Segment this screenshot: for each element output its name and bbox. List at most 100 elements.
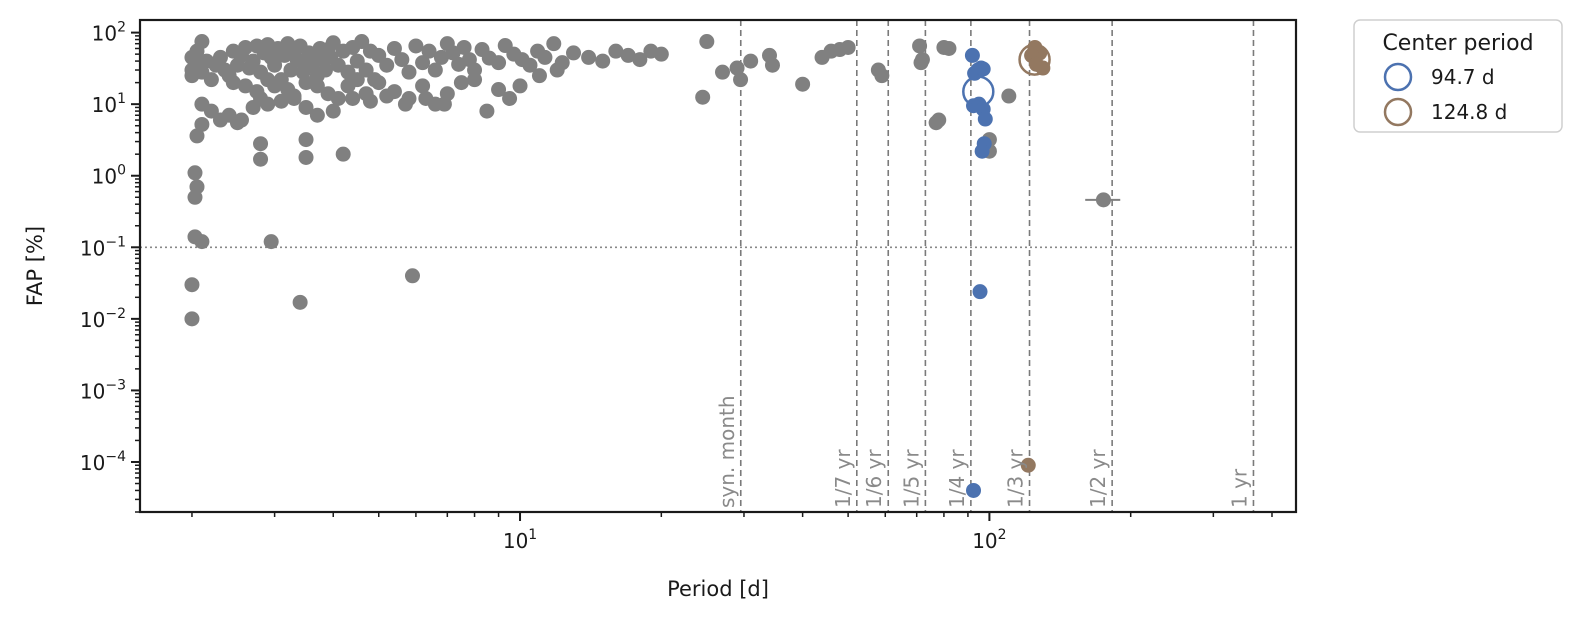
point-124.8-d-4 <box>1035 60 1051 76</box>
point-other-62 <box>427 62 443 78</box>
x-tick-label-0: 101 <box>503 527 537 553</box>
y-tick-label-5-base: 10 <box>80 379 105 403</box>
x-tick-label-1-base: 10 <box>972 529 997 553</box>
point-other-24 <box>267 57 283 73</box>
y-tick-label-5: 10−3 <box>80 377 126 403</box>
point-other-134 <box>436 96 452 112</box>
point-94.7-d-4 <box>975 61 991 77</box>
y-tick-label-1: 101 <box>92 91 126 117</box>
point-other-97 <box>298 75 314 91</box>
y-tick-label-3-base: 10 <box>80 236 105 260</box>
point-other-104 <box>371 75 387 91</box>
point-other-129 <box>345 90 361 106</box>
point-other-142 <box>298 149 314 165</box>
point-other-8 <box>203 72 219 88</box>
point-124.8-d-5 <box>1020 457 1036 473</box>
legend: Center period 94.7 d 124.8 d <box>1353 19 1563 133</box>
point-other-127 <box>309 107 325 123</box>
y-tick-label-1-exp: 1 <box>117 91 126 107</box>
reference-period-lines <box>739 20 1255 512</box>
point-other-132 <box>397 96 413 112</box>
point-other-168 <box>912 38 928 54</box>
point-other-148 <box>194 234 210 250</box>
point-other-83 <box>595 53 611 69</box>
point-other-72 <box>491 55 507 71</box>
y-tick-label-3-exp: −1 <box>105 234 126 250</box>
center-markers <box>962 43 1051 108</box>
point-other-137 <box>189 128 205 144</box>
x-axis-title: Period [d] <box>667 577 769 601</box>
point-other-124 <box>273 93 289 109</box>
point-other-146 <box>187 189 203 205</box>
point-other-98 <box>309 78 325 94</box>
point-other-138 <box>194 116 210 132</box>
y-tick-label-2-base: 10 <box>92 165 117 189</box>
point-other-61 <box>421 43 437 59</box>
point-other-56 <box>386 40 402 56</box>
point-other-16 <box>237 39 253 55</box>
point-other-122 <box>245 99 261 115</box>
point-other-174 <box>941 40 957 56</box>
legend-title: Center period <box>1382 31 1533 56</box>
point-94.7-d-12 <box>966 482 982 498</box>
y-tick-label-4: 10−2 <box>80 306 126 332</box>
point-other-177 <box>1001 88 1017 104</box>
y-tick-label-4-exp: −2 <box>105 306 126 322</box>
reference-period-labels: syn. month 1/7 yr 1/6 yr 1/5 yr 1/4 yr 1/3 yr… <box>715 395 1252 508</box>
point-other-140 <box>253 151 269 167</box>
point-other-79 <box>546 36 562 52</box>
point-94.7-d-10 <box>974 143 990 159</box>
point-other-135 <box>479 103 495 119</box>
point-other-58 <box>401 64 417 80</box>
point-other-67 <box>456 39 472 55</box>
y-tick-label-6-base: 10 <box>80 451 105 475</box>
y-tick-label-0-exp: 2 <box>117 20 126 36</box>
reference-label-0: syn. month <box>715 395 739 508</box>
reference-label-6: 1/2 yr <box>1086 449 1110 508</box>
point-other-160 <box>764 57 780 73</box>
y-tick-label-2-exp: 0 <box>117 163 126 179</box>
x-tick-label-1: 102 <box>972 527 1006 553</box>
point-other-170 <box>914 52 930 68</box>
point-other-41 <box>317 62 333 78</box>
point-other-102 <box>349 72 365 88</box>
point-other-126 <box>298 99 314 115</box>
point-other-123 <box>260 96 276 112</box>
reference-label-5: 1/3 yr <box>1004 449 1028 508</box>
point-other-161 <box>795 76 811 92</box>
point-other-125 <box>286 88 302 104</box>
point-other-149 <box>263 234 279 250</box>
point-other-157 <box>733 72 749 88</box>
reference-label-4: 1/4 yr <box>945 449 969 508</box>
point-other-151 <box>184 311 200 327</box>
point-other-165 <box>840 39 856 55</box>
point-other-139 <box>253 136 269 152</box>
y-tick-label-0: 102 <box>92 20 126 46</box>
point-94.7-d-11 <box>972 284 988 300</box>
legend-label-1: 124.8 d <box>1431 100 1507 124</box>
legend-label-0: 94.7 d <box>1431 65 1495 89</box>
point-other-115 <box>549 62 565 78</box>
reference-label-1: 1/7 yr <box>831 449 855 508</box>
point-other-179 <box>695 89 711 105</box>
y-tick-label-3: 10−1 <box>80 234 126 260</box>
reference-label-2: 1/6 yr <box>862 449 886 508</box>
point-other-107 <box>415 78 431 94</box>
x-tick-label-1-exp: 2 <box>998 527 1007 543</box>
reference-label-7: 1 yr <box>1227 468 1251 508</box>
point-other-144 <box>187 165 203 181</box>
point-other-100 <box>330 90 346 106</box>
point-other-44 <box>325 35 341 51</box>
point-other-172 <box>928 115 944 131</box>
point-other-90 <box>237 78 253 94</box>
point-other-155 <box>715 64 731 80</box>
center-marker-1 <box>962 75 995 108</box>
point-other-153 <box>404 268 420 284</box>
point-other-51 <box>358 62 374 78</box>
point-other-152 <box>292 294 308 310</box>
y-tick-label-2: 100 <box>92 163 126 189</box>
point-other-111 <box>467 72 483 88</box>
point-other-18 <box>245 53 261 69</box>
y-tick-label-4-base: 10 <box>80 308 105 332</box>
